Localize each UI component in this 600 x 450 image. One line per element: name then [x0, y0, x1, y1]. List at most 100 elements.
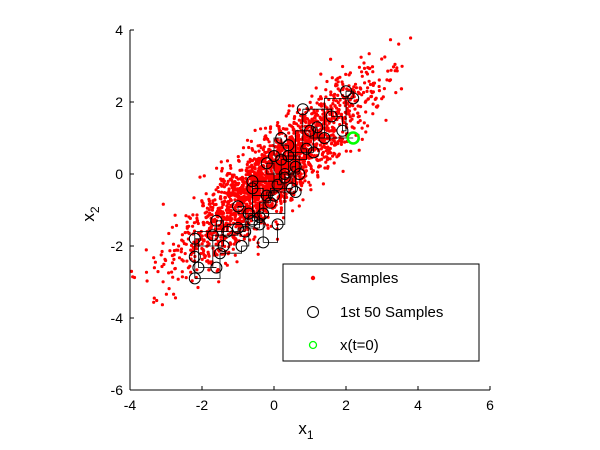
first-50-sample-point	[282, 139, 295, 152]
sample-point	[301, 159, 305, 164]
sample-point	[297, 108, 301, 112]
trace-step	[252, 180, 279, 185]
sample-point	[279, 210, 283, 214]
sample-point	[132, 275, 137, 280]
sample-point	[272, 205, 277, 209]
sample-point	[286, 112, 290, 116]
sample-point	[262, 209, 267, 213]
sample-point	[192, 196, 196, 200]
sample-point	[196, 285, 200, 290]
sample-point	[393, 62, 397, 66]
sample-point	[346, 102, 350, 106]
sample-point	[318, 143, 322, 147]
sample-point	[160, 249, 164, 254]
sample-point	[245, 233, 249, 237]
sample-point	[247, 188, 251, 192]
sample-point	[228, 215, 232, 219]
sample-point	[240, 200, 244, 204]
first-50-sample-point	[271, 218, 284, 231]
y-tick-label: 2	[115, 94, 123, 110]
sample-point	[284, 114, 288, 118]
sample-point	[299, 121, 303, 125]
sample-point	[357, 148, 361, 152]
sample-point	[301, 198, 305, 202]
sample-point	[331, 154, 335, 158]
sample-point	[310, 170, 314, 174]
trace-step	[291, 166, 296, 189]
sample-point	[170, 254, 174, 258]
sample-point	[159, 253, 163, 257]
sample-point	[397, 42, 401, 46]
sample-point	[376, 104, 380, 108]
sample-point	[334, 84, 338, 88]
sample-point	[278, 150, 282, 155]
sample-point	[388, 38, 393, 42]
sample-point	[348, 115, 352, 119]
sample-point	[184, 276, 188, 280]
sample-point	[324, 95, 328, 99]
sample-point	[205, 259, 209, 263]
sample-point	[172, 292, 176, 296]
sample-point	[253, 128, 257, 132]
sample-point	[231, 190, 235, 194]
first-50-sample-point	[188, 272, 201, 285]
sample-point	[191, 213, 195, 217]
sample-point	[297, 141, 301, 145]
sample-point	[393, 69, 397, 73]
sample-point	[237, 158, 241, 163]
sample-point	[271, 151, 275, 155]
sample-point	[233, 198, 237, 202]
sample-point	[173, 266, 177, 271]
sample-point	[367, 52, 371, 56]
legend-label-start: x(t=0)	[340, 337, 379, 354]
first-50-sample-point	[188, 232, 201, 245]
sample-point	[317, 165, 321, 169]
sample-point	[201, 204, 205, 208]
sample-point	[359, 105, 363, 109]
sample-point	[235, 260, 239, 264]
sample-point	[240, 213, 244, 218]
sample-point	[342, 101, 346, 105]
sample-point	[204, 192, 208, 196]
sample-point	[229, 166, 233, 170]
y-tick-label: 4	[115, 22, 123, 38]
sample-point	[319, 95, 323, 99]
sample-point	[380, 97, 384, 101]
sample-point	[335, 106, 339, 110]
sample-point	[261, 184, 265, 188]
sample-point	[301, 181, 305, 185]
sample-point	[258, 183, 262, 187]
sample-point	[310, 117, 314, 121]
sample-point	[367, 79, 371, 83]
sample-point	[144, 270, 149, 274]
sample-point	[261, 172, 265, 176]
sample-point	[200, 242, 204, 246]
sample-point	[394, 91, 398, 95]
sample-point	[171, 275, 175, 279]
sample-point	[207, 268, 211, 272]
sample-point	[152, 256, 156, 260]
sample-point	[264, 184, 268, 188]
sample-point	[383, 55, 387, 59]
sample-point	[325, 128, 329, 132]
sample-point	[334, 99, 338, 103]
sample-point	[245, 202, 249, 206]
sample-point	[293, 115, 297, 119]
sample-point	[183, 231, 187, 235]
sample-point	[292, 179, 296, 183]
sample-point	[226, 179, 230, 183]
sample-point	[299, 172, 303, 176]
sample-point	[245, 162, 249, 167]
sample-point	[249, 139, 253, 143]
sample-point	[168, 249, 172, 253]
sample-point	[348, 98, 352, 102]
sample-point	[334, 78, 338, 82]
sample-point	[303, 163, 307, 167]
sample-point	[229, 198, 233, 202]
sample-point	[286, 141, 290, 145]
sample-point	[245, 138, 250, 142]
trace-step	[309, 130, 325, 139]
sample-point	[315, 170, 319, 174]
sample-point	[338, 103, 342, 107]
sample-point	[253, 198, 257, 202]
